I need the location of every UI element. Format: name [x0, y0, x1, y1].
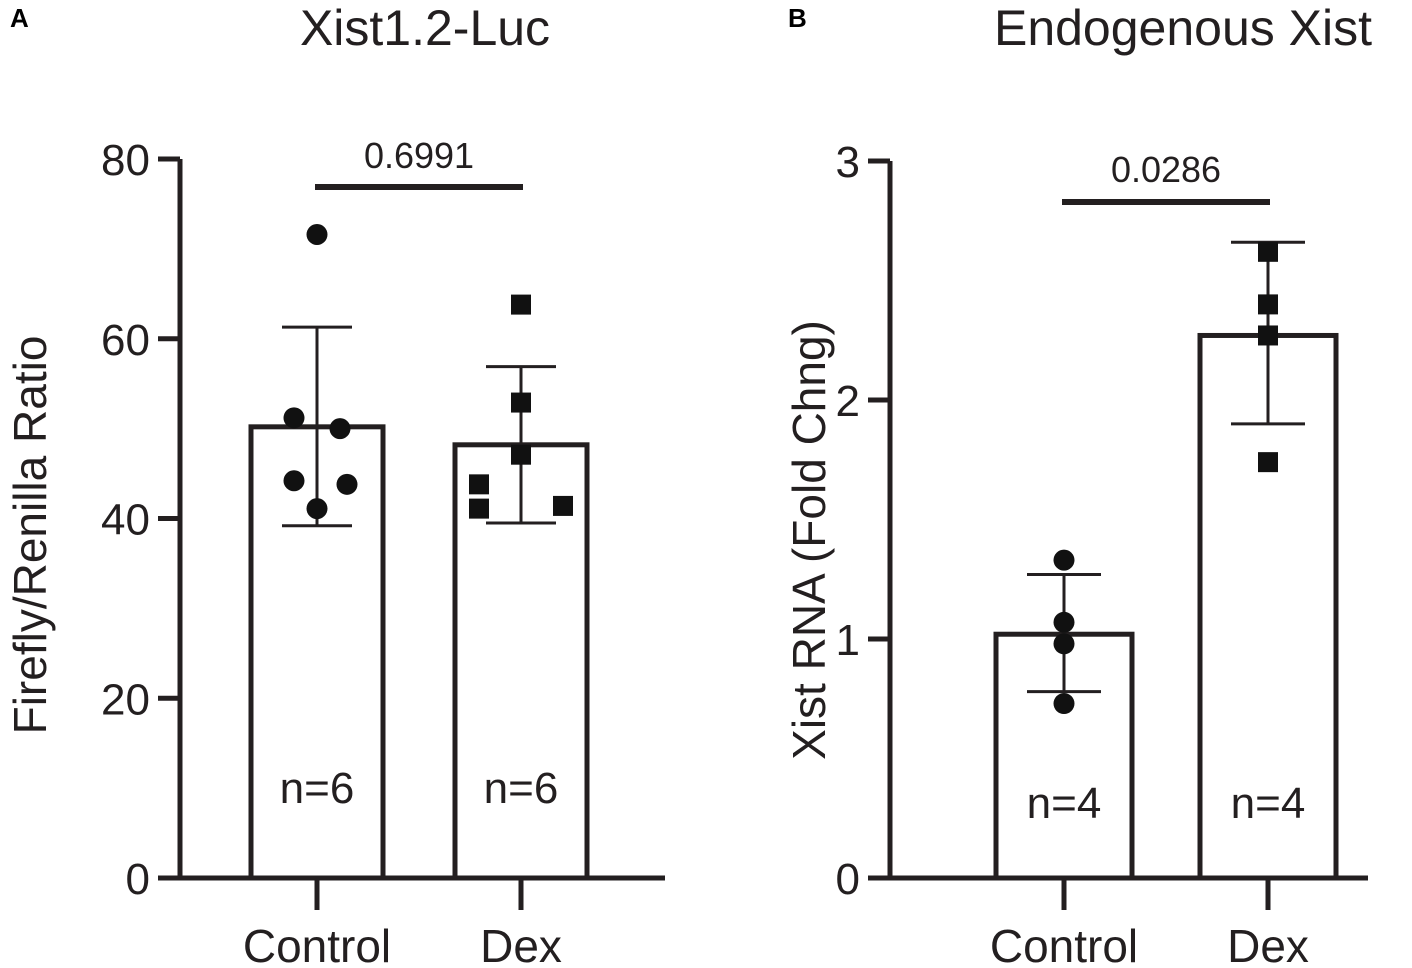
y-axis-label-a: Firefly/Renilla Ratio [4, 336, 56, 735]
data-point-a [336, 473, 358, 495]
bar-b-dex [1197, 332, 1339, 881]
y-tick-label-b: 1 [836, 616, 860, 665]
n-label-a: n=6 [484, 764, 559, 813]
data-point-b [1258, 325, 1278, 346]
data-point-a [329, 418, 351, 440]
data-point-a [469, 498, 489, 519]
plot-area-b: 0 1 2 3 Control n=4 Dex n=4 0.0286 [836, 138, 1368, 968]
x-tick-label-a: Control [243, 920, 391, 968]
y-axis-label-b: Xist RNA (Fold Chng) [783, 320, 835, 760]
y-tick-label-a: 80 [101, 136, 150, 185]
data-point-b [1053, 693, 1075, 715]
panel-letter-a: A [10, 3, 29, 33]
data-point-a [511, 392, 531, 413]
data-point-a [283, 407, 305, 429]
data-point-b [1053, 549, 1075, 571]
data-point-a [511, 294, 531, 315]
plot-area-a: 0 20 40 60 80 Control n=6 Dex n=6 0.6991 [101, 135, 665, 968]
data-point-b [1258, 452, 1278, 473]
data-point-a [283, 470, 305, 492]
panel-a: A Xist1.2-Luc Firefly/Renilla Ratio 0 20 4… [4, 0, 665, 968]
n-label-a: n=6 [280, 764, 355, 813]
data-point-b [1053, 633, 1075, 655]
data-point-b [1258, 241, 1278, 262]
data-point-a [306, 498, 328, 520]
p-value-label-b: 0.0286 [1111, 149, 1221, 190]
n-label-b: n=4 [1027, 779, 1102, 828]
data-point-a [511, 444, 531, 465]
y-tick-label-a: 60 [101, 316, 150, 365]
data-point-a [469, 474, 489, 495]
data-point-a [306, 223, 328, 245]
data-point-b [1053, 611, 1075, 633]
chart-title-b: Endogenous Xist [994, 0, 1372, 56]
y-tick-label-a: 0 [126, 855, 150, 904]
chart-title-a: Xist1.2-Luc [300, 0, 550, 56]
y-tick-label-b: 2 [836, 377, 860, 426]
x-tick-label-b: Control [990, 920, 1138, 968]
y-tick-label-a: 20 [101, 675, 150, 724]
data-point-a [553, 495, 573, 516]
y-tick-label-a: 40 [101, 496, 150, 545]
data-point-b [1258, 294, 1278, 315]
panel-letter-b: B [788, 3, 807, 33]
p-value-label-a: 0.6991 [364, 135, 474, 176]
y-tick-label-b: 0 [836, 855, 860, 904]
n-label-b: n=4 [1231, 779, 1306, 828]
x-tick-label-a: Dex [480, 920, 562, 968]
y-tick-label-b: 3 [836, 138, 860, 187]
x-tick-label-b: Dex [1227, 920, 1309, 968]
panel-b: B Endogenous Xist Xist RNA (Fold Chng) 0… [783, 0, 1372, 968]
